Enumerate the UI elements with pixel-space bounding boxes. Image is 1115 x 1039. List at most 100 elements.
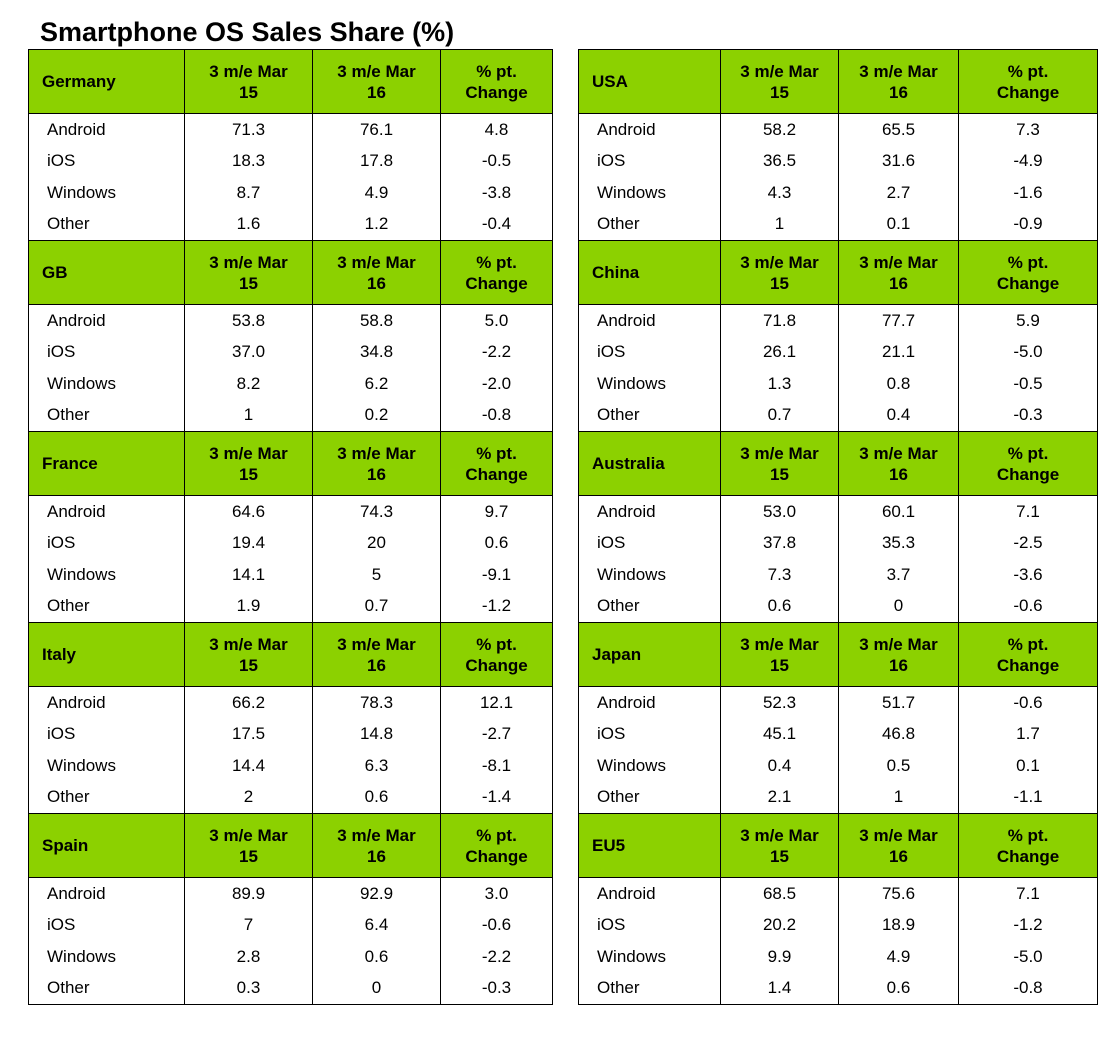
column-header-line: 16 xyxy=(889,655,908,675)
os-label: Other xyxy=(578,399,721,432)
value-cell: -8.1 xyxy=(440,750,553,782)
data-row: Other 0.6 0 -0.6 xyxy=(578,590,1098,623)
data-row: Windows 0.4 0.5 0.1 xyxy=(578,750,1098,782)
os-label: iOS xyxy=(28,718,185,750)
value-cell: 6.4 xyxy=(312,909,441,941)
value-cell: 9.7 xyxy=(440,495,553,528)
column-header-line: % pt. xyxy=(476,61,517,81)
value-cell: 65.5 xyxy=(838,113,959,146)
column-header-line: Change xyxy=(996,655,1060,675)
value-cell: 75.6 xyxy=(838,877,959,910)
value-cell: 1.4 xyxy=(720,972,839,1005)
value-cell: 14.4 xyxy=(184,750,313,782)
column-header-line: 16 xyxy=(367,464,386,484)
os-label: iOS xyxy=(28,527,185,559)
column-header: % pt. Change xyxy=(440,240,553,305)
os-label: iOS xyxy=(28,336,185,368)
data-row: Android 58.2 65.5 7.3 xyxy=(578,113,1098,146)
value-cell: 4.8 xyxy=(440,113,553,146)
os-label: iOS xyxy=(578,718,721,750)
column-header-line: 16 xyxy=(889,273,908,293)
value-cell: -2.2 xyxy=(440,941,553,973)
value-cell: 18.9 xyxy=(838,909,959,941)
os-label: Android xyxy=(578,495,721,528)
data-row: iOS 37.0 34.8 -2.2 xyxy=(28,336,553,368)
value-cell: 4.3 xyxy=(720,177,839,209)
value-cell: 1 xyxy=(184,399,313,432)
value-cell: 8.7 xyxy=(184,177,313,209)
value-cell: -0.5 xyxy=(440,145,553,177)
value-cell: 0.6 xyxy=(838,972,959,1005)
column-header-line: % pt. xyxy=(476,825,517,845)
column-header-line: 15 xyxy=(770,273,789,293)
column-header: 3 m/e Mar 15 xyxy=(720,431,839,496)
value-cell: 66.2 xyxy=(184,686,313,719)
column-header-line: 3 m/e Mar xyxy=(859,252,938,272)
country-header-row: France 3 m/e Mar 15 3 m/e Mar 16% pt. Change xyxy=(28,431,553,496)
value-cell: 78.3 xyxy=(312,686,441,719)
os-label: Other xyxy=(28,399,185,432)
value-cell: 0.5 xyxy=(838,750,959,782)
data-row: Other 2.1 1 -1.1 xyxy=(578,781,1098,814)
value-cell: 45.1 xyxy=(720,718,839,750)
os-label: Android xyxy=(578,113,721,146)
column-header-line: Change xyxy=(996,273,1060,293)
value-cell: 4.9 xyxy=(312,177,441,209)
column-header-line: 15 xyxy=(239,655,258,675)
data-row: Windows 9.9 4.9 -5.0 xyxy=(578,941,1098,973)
column-header: 3 m/e Mar 16 xyxy=(838,431,959,496)
column-header-line: % pt. xyxy=(476,252,517,272)
value-cell: 12.1 xyxy=(440,686,553,719)
value-cell: 21.1 xyxy=(838,336,959,368)
country-header-row: USA 3 m/e Mar 15 3 m/e Mar 16% pt. Change xyxy=(578,49,1098,114)
value-cell: -0.9 xyxy=(958,208,1098,241)
value-cell: -1.6 xyxy=(958,177,1098,209)
column-header-line: 3 m/e Mar xyxy=(859,634,938,654)
value-cell: 7.3 xyxy=(958,113,1098,146)
value-cell: -4.9 xyxy=(958,145,1098,177)
value-cell: -1.2 xyxy=(958,909,1098,941)
country-name: Australia xyxy=(578,431,721,496)
value-cell: 35.3 xyxy=(838,527,959,559)
value-cell: 3.7 xyxy=(838,559,959,591)
column-header-line: Change xyxy=(465,82,528,102)
value-cell: 0.6 xyxy=(312,781,441,814)
value-cell: 20.2 xyxy=(720,909,839,941)
value-cell: -0.3 xyxy=(440,972,553,1005)
column-header-line: 15 xyxy=(770,655,789,675)
data-row: iOS 36.5 31.6 -4.9 xyxy=(578,145,1098,177)
column-header: 3 m/e Mar 15 xyxy=(184,431,313,496)
value-cell: -2.7 xyxy=(440,718,553,750)
value-cell: 19.4 xyxy=(184,527,313,559)
data-row: iOS 19.4 20 0.6 xyxy=(28,527,553,559)
value-cell: 71.3 xyxy=(184,113,313,146)
column-header: 3 m/e Mar 16 xyxy=(312,49,441,114)
os-label: Windows xyxy=(578,559,721,591)
data-row: iOS 7 6.4 -0.6 xyxy=(28,909,553,941)
country-header-row: China 3 m/e Mar 15 3 m/e Mar 16% pt. Change xyxy=(578,240,1098,305)
value-cell: 60.1 xyxy=(838,495,959,528)
column-header-line: Change xyxy=(996,464,1060,484)
value-cell: 0 xyxy=(312,972,441,1005)
value-cell: -0.6 xyxy=(440,909,553,941)
column-header-line: 3 m/e Mar xyxy=(859,61,938,81)
country-name: China xyxy=(578,240,721,305)
os-label: Windows xyxy=(578,368,721,400)
os-label: Android xyxy=(28,686,185,719)
value-cell: 5.9 xyxy=(958,304,1098,337)
data-row: Android 52.3 51.7 -0.6 xyxy=(578,686,1098,719)
country-name: Italy xyxy=(28,622,185,687)
os-label: Other xyxy=(28,972,185,1005)
value-cell: 5.0 xyxy=(440,304,553,337)
os-label: Other xyxy=(28,208,185,241)
os-label: Other xyxy=(28,590,185,623)
column-header-line: 3 m/e Mar xyxy=(209,825,288,845)
column-header-line: 16 xyxy=(367,82,386,102)
value-cell: 26.1 xyxy=(720,336,839,368)
right-country-table: USA 3 m/e Mar 15 3 m/e Mar 16% pt. Change Andr… xyxy=(578,49,1098,1005)
column-header-line: % pt. xyxy=(476,634,517,654)
value-cell: -0.6 xyxy=(958,590,1098,623)
column-header: 3 m/e Mar 15 xyxy=(720,622,839,687)
data-row: iOS 45.1 46.8 1.7 xyxy=(578,718,1098,750)
value-cell: 37.8 xyxy=(720,527,839,559)
